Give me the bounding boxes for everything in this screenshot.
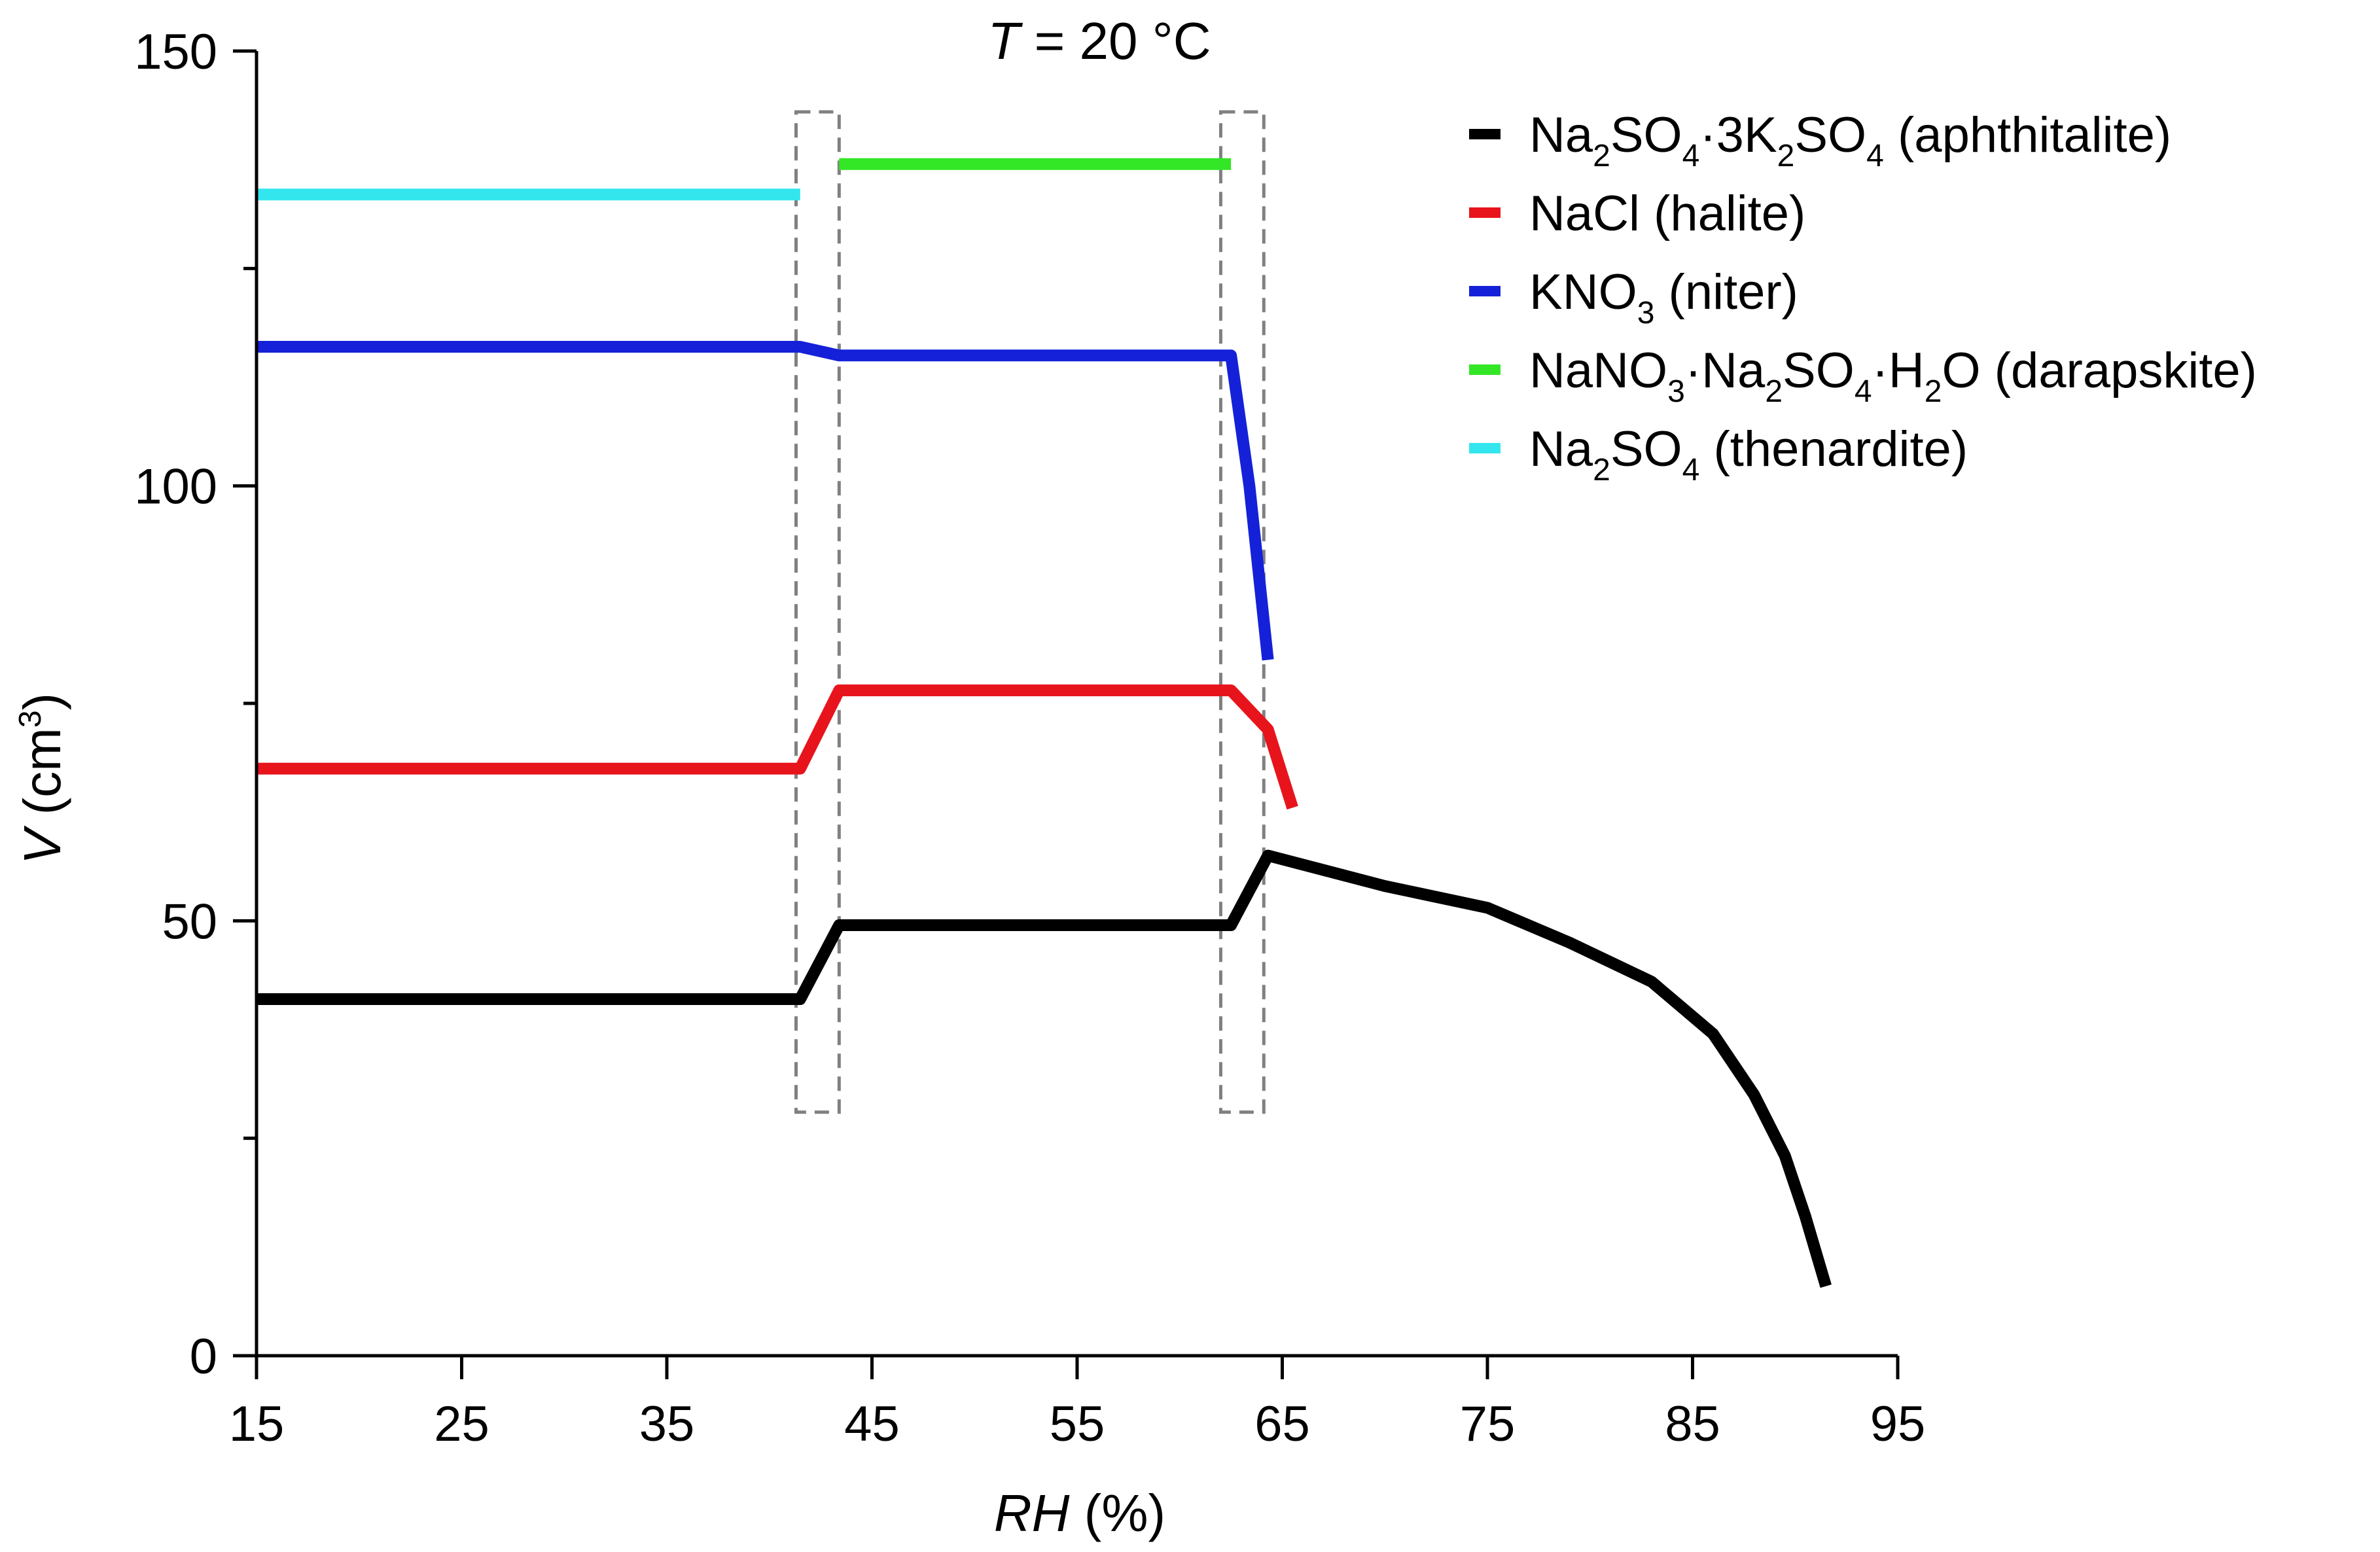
x-tick-label: 25 (434, 1396, 489, 1452)
series-line (257, 849, 1832, 1288)
dashed-region (1218, 110, 1266, 1114)
dashed-transition-regions (794, 110, 1266, 1114)
temperature-annotation: T = 20 °C (987, 12, 1211, 70)
series-line (257, 684, 1298, 810)
x-tick-label: 85 (1665, 1396, 1720, 1452)
axes: 15 25 35 45 55 65 75 85 95 0 50 100 150 (134, 24, 1925, 1452)
legend-label: Na2SO4·3K2SO4 (aphthitalite) (1529, 107, 2171, 173)
x-tick-label: 35 (639, 1396, 695, 1452)
y-tick-label: 0 (190, 1329, 217, 1384)
x-tick-label: 45 (844, 1396, 900, 1452)
y-tick-label: 150 (134, 24, 217, 80)
legend-label: Na2SO4 (thenardite) (1529, 421, 1968, 487)
y-axis-title: V (cm3) (13, 693, 71, 864)
x-tick-label: 55 (1050, 1396, 1105, 1452)
legend-label: NaNO3·Na2SO4·H2O (darapskite) (1529, 343, 2257, 409)
x-tick-label: 65 (1254, 1396, 1310, 1452)
legend-label: NaCl (halite) (1529, 186, 1805, 241)
plot-series (257, 158, 1832, 1288)
series-line (257, 341, 1274, 661)
x-tick-label: 95 (1870, 1396, 1926, 1452)
y-tick-label: 50 (162, 894, 217, 949)
legend-label: KNO3 (niter) (1529, 264, 1798, 330)
legend: Na2SO4·3K2SO4 (aphthitalite) NaCl (halite… (1469, 107, 2257, 487)
y-tick-label: 100 (134, 459, 217, 515)
dashed-region (794, 110, 841, 1114)
x-axis-title: RH (%) (994, 1484, 1165, 1542)
x-tick-label: 75 (1460, 1396, 1516, 1452)
x-tick-label: 15 (229, 1396, 285, 1452)
